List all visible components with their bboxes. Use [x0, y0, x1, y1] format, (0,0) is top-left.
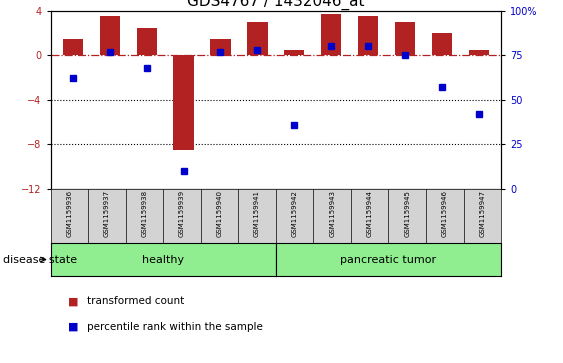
Text: GSM1159947: GSM1159947	[479, 190, 485, 237]
Text: pancreatic tumor: pancreatic tumor	[341, 254, 436, 265]
Bar	[173, 55, 194, 150]
Text: GSM1159942: GSM1159942	[292, 190, 298, 237]
Bar	[395, 22, 415, 55]
Bar	[62, 39, 83, 55]
Text: GSM1159945: GSM1159945	[404, 190, 410, 237]
Text: transformed count: transformed count	[87, 296, 185, 306]
Text: GSM1159943: GSM1159943	[329, 190, 335, 237]
Text: percentile rank within the sample: percentile rank within the sample	[87, 322, 263, 332]
Bar	[321, 14, 341, 55]
Bar	[469, 50, 489, 55]
Bar	[136, 28, 157, 55]
Text: healthy: healthy	[142, 254, 184, 265]
Text: disease state: disease state	[3, 254, 77, 265]
Text: ■: ■	[68, 322, 78, 332]
Text: GSM1159938: GSM1159938	[141, 190, 148, 237]
Text: GSM1159941: GSM1159941	[254, 190, 260, 237]
Text: ■: ■	[68, 296, 78, 306]
Text: GSM1159937: GSM1159937	[104, 190, 110, 237]
Text: GSM1159936: GSM1159936	[66, 190, 73, 237]
Bar	[211, 39, 231, 55]
Bar	[358, 16, 378, 55]
Bar	[247, 22, 267, 55]
Text: GSM1159946: GSM1159946	[442, 190, 448, 237]
Bar	[100, 16, 120, 55]
Text: GSM1159939: GSM1159939	[179, 190, 185, 237]
Bar	[284, 50, 305, 55]
Text: GSM1159940: GSM1159940	[217, 190, 222, 237]
Bar	[432, 33, 452, 55]
Title: GDS4767 / 1432046_at: GDS4767 / 1432046_at	[187, 0, 365, 9]
Text: GSM1159944: GSM1159944	[367, 190, 373, 237]
